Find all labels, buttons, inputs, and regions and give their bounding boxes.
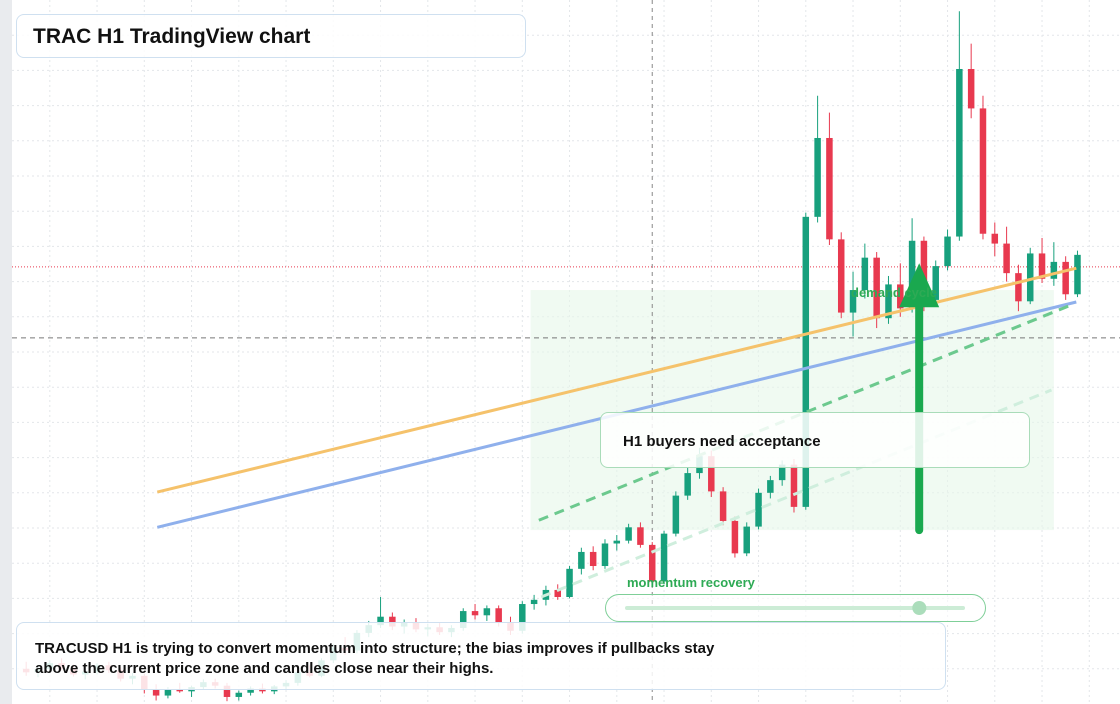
candle-body <box>1038 253 1046 279</box>
candle-body <box>826 137 833 240</box>
candle-body <box>956 68 963 237</box>
candle-body <box>979 108 987 234</box>
candle-body <box>743 526 750 554</box>
summary-text: TRACUSD H1 is trying to convert momentum… <box>35 640 715 677</box>
candle-body <box>1026 253 1034 302</box>
candle-body <box>991 233 999 244</box>
candle-body <box>944 236 951 267</box>
candle-body <box>377 616 384 626</box>
candle-body <box>247 688 254 693</box>
summary-panel: TRACUSD H1 is trying to convert momentum… <box>16 622 946 690</box>
candle-body <box>235 692 243 697</box>
meter-label: momentum recovery <box>627 575 755 590</box>
candle-body <box>176 689 183 692</box>
candle-body <box>471 611 479 616</box>
left-edge <box>0 0 12 704</box>
candle-body <box>389 616 396 627</box>
chart-title: TRAC H1 TradingView chart <box>33 25 311 48</box>
candle-body <box>648 544 656 582</box>
candle-body <box>554 589 561 597</box>
candle-body <box>684 473 691 496</box>
candle-body <box>897 284 904 309</box>
candle-body <box>223 685 231 697</box>
candle-body <box>719 491 727 521</box>
candle-body <box>164 689 172 696</box>
candle-body <box>152 689 160 696</box>
candle-body <box>1015 273 1022 302</box>
candle-body <box>459 611 467 628</box>
callout-panel: H1 buyers need acceptance <box>600 412 1030 468</box>
candle-body <box>967 68 975 109</box>
candle-body <box>1050 261 1058 279</box>
candle-body <box>530 599 538 605</box>
candle-body <box>601 543 609 567</box>
candle-body <box>885 284 892 319</box>
candle-body <box>708 456 715 492</box>
title-panel: TRAC H1 TradingView chart <box>16 14 526 58</box>
candle-body <box>849 290 857 313</box>
candle-body <box>672 495 680 534</box>
candle-body <box>613 540 621 544</box>
candle-body <box>837 239 845 313</box>
candle-body <box>790 464 798 507</box>
candle-body <box>578 551 585 569</box>
candle-body <box>589 551 597 567</box>
candle-body <box>861 257 869 291</box>
candle-body <box>755 492 762 527</box>
candle-body <box>566 568 573 597</box>
candle-body <box>767 480 774 493</box>
candle-body <box>873 257 880 319</box>
candle-body <box>731 520 739 554</box>
candle-body <box>932 266 939 300</box>
meter-panel <box>605 594 986 622</box>
zone-label: demand cycle <box>851 285 937 300</box>
candle-body <box>625 527 632 541</box>
trendline <box>540 388 1053 599</box>
candle-body <box>519 604 526 631</box>
candle-body <box>1074 254 1081 295</box>
candle-body <box>802 216 810 507</box>
candle-body <box>1003 243 1010 274</box>
candle-body <box>483 608 491 616</box>
candle-body <box>814 137 821 217</box>
callout-text: H1 buyers need acceptance <box>623 433 821 450</box>
trendline <box>538 303 1073 522</box>
arrow-head <box>899 263 940 308</box>
candle-body <box>908 240 916 309</box>
candle-body <box>778 464 786 481</box>
candle-body <box>920 240 928 300</box>
candle-body <box>1062 261 1069 295</box>
candle-body <box>660 533 668 582</box>
candle-body <box>495 608 502 624</box>
candle-body <box>637 527 644 545</box>
